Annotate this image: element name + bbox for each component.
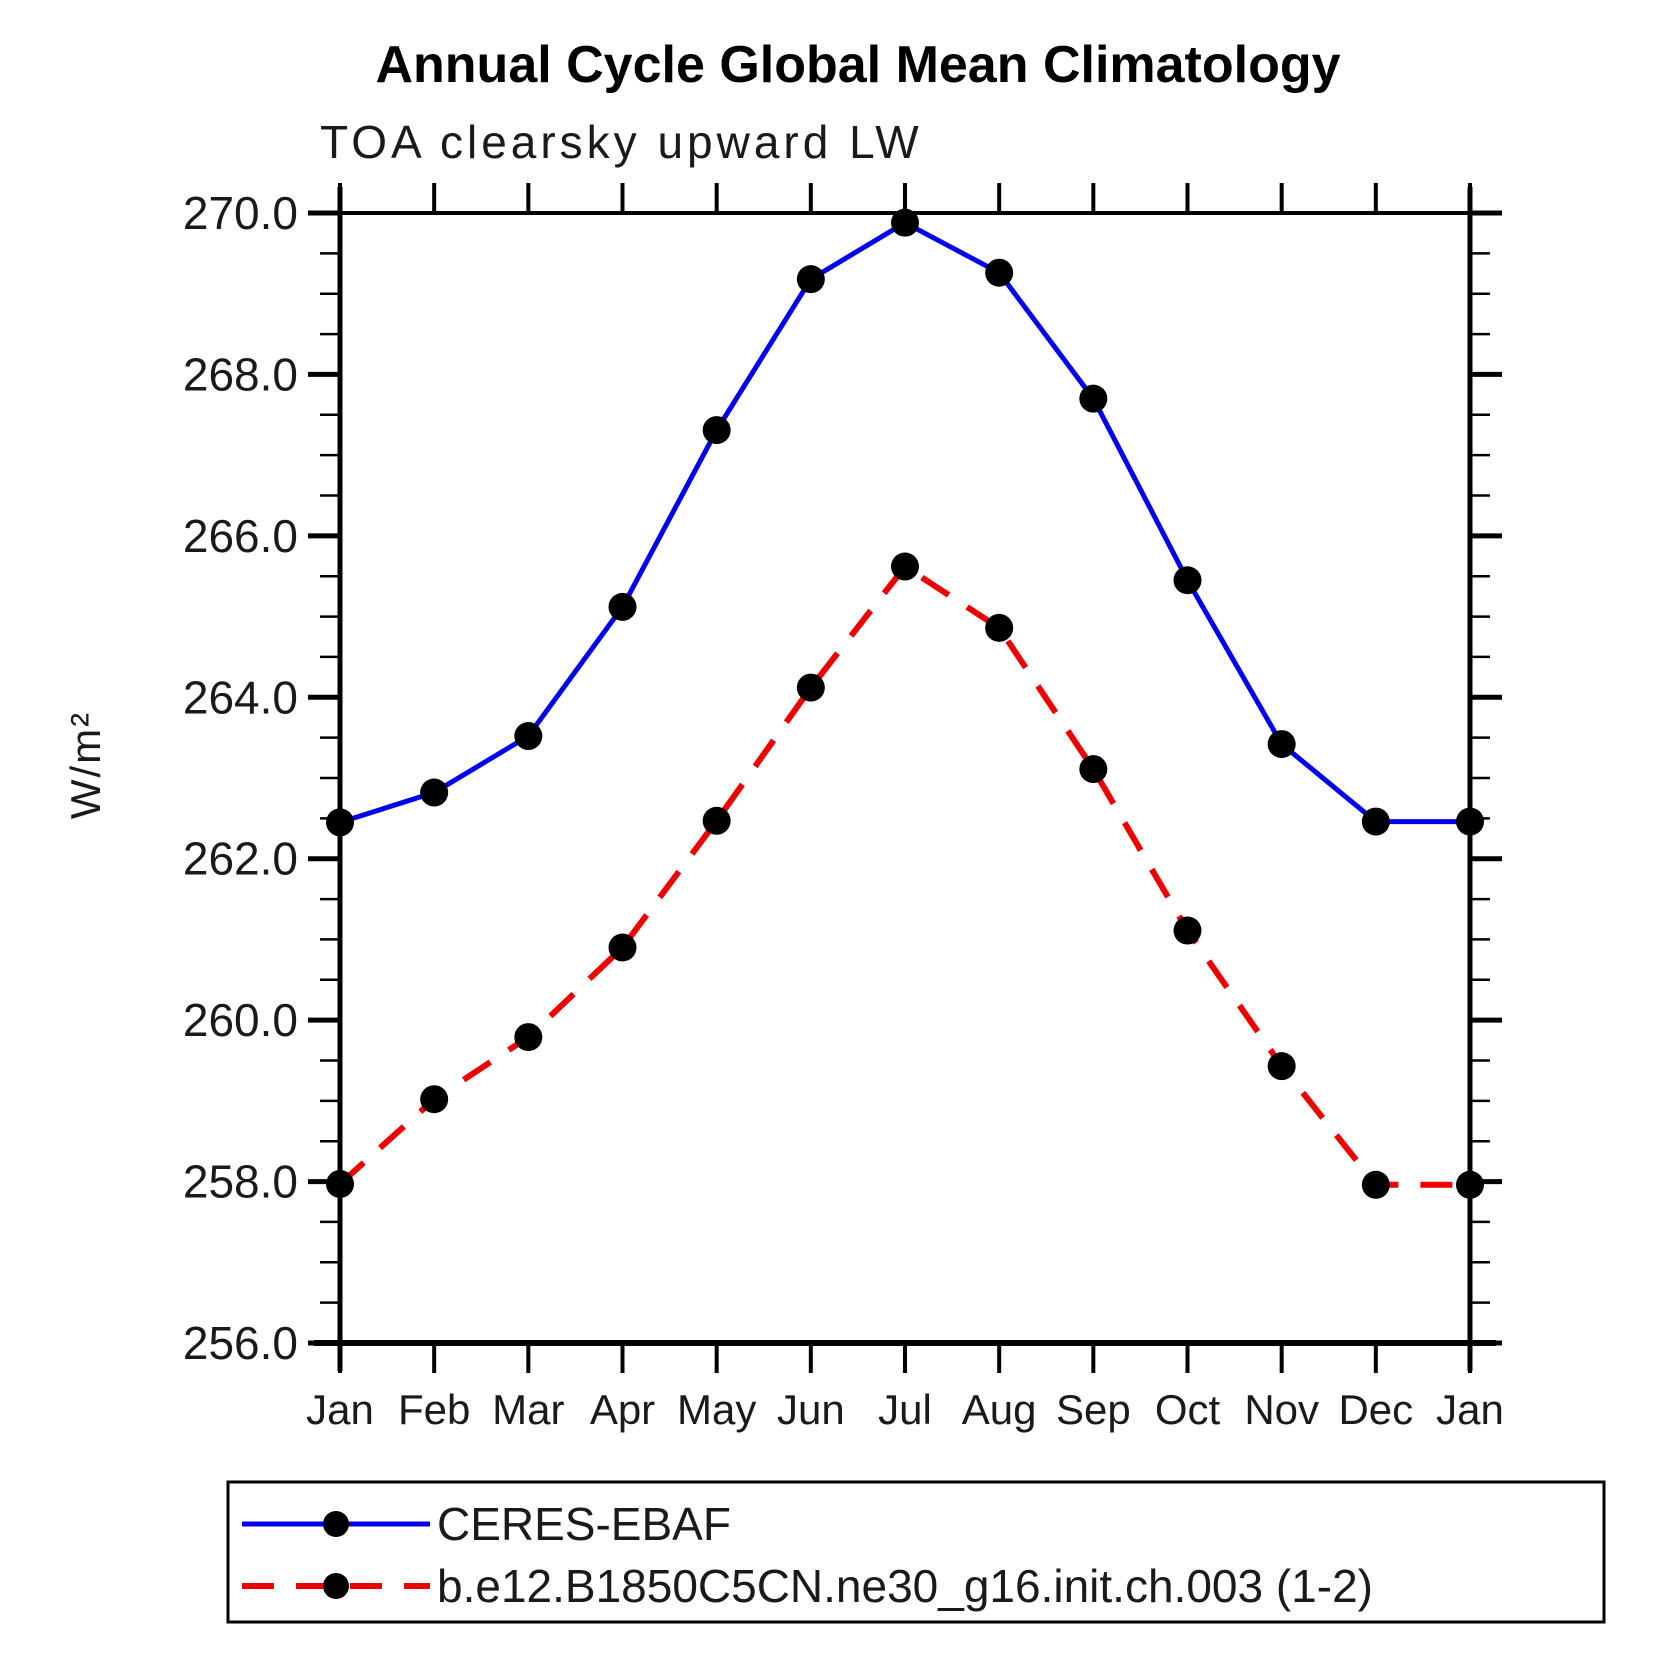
data-point-obs-Oct-9 (1173, 566, 1202, 595)
legend-label-model: b.e12.B1850C5CN.ne30_g16.init.ch.003 (1-… (437, 1560, 1373, 1612)
data-point-model-Jun-5 (796, 673, 825, 702)
legend-marker-model (323, 1573, 349, 1599)
data-point-model-Oct-9 (1173, 916, 1202, 945)
x-tick-label: Dec (1338, 1386, 1413, 1433)
data-point-obs-May-4 (702, 416, 731, 445)
x-tick-label: Nov (1244, 1386, 1319, 1433)
y-tick-label: 266.0 (183, 510, 298, 562)
data-point-model-Jan-0 (326, 1169, 354, 1198)
x-tick-label: Jul (878, 1386, 932, 1433)
data-point-obs-Dec-11 (1361, 807, 1390, 836)
legend-label-obs: CERES-EBAF (437, 1498, 731, 1550)
chart-title: Annual Cycle Global Mean Climatology (375, 36, 1340, 94)
x-tick-label: Jun (777, 1386, 845, 1433)
chart-subtitle: TOA clearsky upward LW (320, 116, 923, 168)
y-tick-label: 268.0 (183, 348, 298, 400)
data-point-obs-Sep-8 (1079, 384, 1108, 413)
x-tick-label: Sep (1056, 1386, 1131, 1433)
x-tick-label: Oct (1155, 1386, 1221, 1433)
y-tick-label: 260.0 (183, 994, 298, 1046)
data-point-model-Dec-11 (1361, 1170, 1390, 1199)
legend-box (226, 1480, 1606, 1624)
data-point-model-Jul-6 (891, 552, 919, 581)
data-point-obs-Jun-5 (796, 265, 825, 294)
x-tick-label: Aug (962, 1386, 1037, 1433)
x-tick-label: May (677, 1386, 756, 1433)
data-point-obs-Apr-3 (608, 592, 637, 621)
plot-area: 256.0 258.0 260.0 262.0 264.0 266.0 268.0 270.0… (183, 183, 1504, 1433)
legend-marker-obs (323, 1511, 349, 1537)
series-line-obs (339, 219, 1470, 825)
series-line-model (337, 562, 1470, 1188)
data-point-model-May-4 (702, 806, 731, 835)
x-tick-label: Apr (590, 1386, 655, 1433)
data-point-obs-Mar-2 (514, 722, 543, 751)
data-point-model-Nov-10 (1267, 1052, 1296, 1081)
data-point-obs-Jan-12 (1456, 807, 1484, 836)
data-point-obs-Feb-1 (420, 778, 449, 807)
x-tick-label: Jan (1436, 1386, 1504, 1433)
data-point-obs-Jan-0 (326, 808, 354, 837)
data-point-model-Mar-2 (514, 1023, 543, 1052)
x-tick-label: Feb (398, 1386, 470, 1433)
data-point-obs-Jul-6 (891, 208, 919, 237)
data-point-model-Jan-12 (1456, 1170, 1484, 1199)
data-point-model-Apr-3 (608, 933, 637, 962)
y-tick-label: 264.0 (183, 671, 298, 723)
x-tick-label: Jan (306, 1386, 374, 1433)
y-axis-title: W/m² (62, 711, 109, 819)
y-tick-label: 258.0 (183, 1156, 298, 1208)
x-tick-label: Mar (492, 1386, 564, 1433)
data-point-model-Feb-1 (420, 1085, 449, 1114)
data-point-model-Aug-7 (985, 613, 1014, 642)
legend: CERES-EBAF b.e12.B1850C5CN.ne30_g16.init… (226, 1480, 1606, 1624)
data-point-obs-Aug-7 (985, 258, 1014, 287)
y-tick-label: 256.0 (183, 1317, 298, 1369)
y-tick-label: 262.0 (183, 833, 298, 885)
data-point-obs-Nov-10 (1267, 730, 1296, 759)
y-tick-label: 270.0 (183, 187, 298, 239)
data-point-model-Sep-8 (1079, 755, 1108, 784)
